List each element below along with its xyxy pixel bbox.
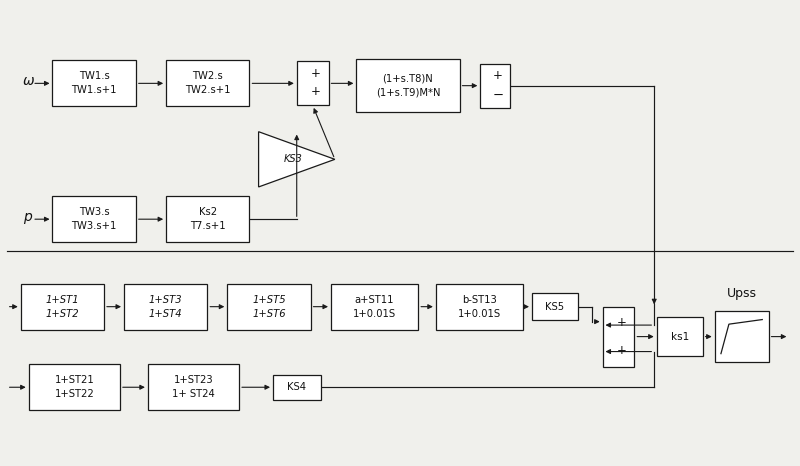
Text: p: p — [22, 210, 31, 224]
Text: 1+ST5
1+ST6: 1+ST5 1+ST6 — [252, 295, 286, 319]
Text: 1+ST23
1+ ST24: 1+ST23 1+ ST24 — [172, 375, 215, 399]
Text: TW1.s
TW1.s+1: TW1.s TW1.s+1 — [71, 71, 117, 96]
Text: +: + — [617, 316, 626, 329]
Polygon shape — [258, 132, 335, 187]
Text: 1+ST3
1+ST4: 1+ST3 1+ST4 — [149, 295, 182, 319]
Text: (1+s.T8)N
(1+s.T9)M*N: (1+s.T8)N (1+s.T9)M*N — [376, 74, 440, 98]
FancyBboxPatch shape — [657, 317, 702, 356]
FancyBboxPatch shape — [356, 59, 459, 112]
Text: +: + — [493, 69, 502, 82]
FancyBboxPatch shape — [331, 284, 418, 329]
Text: ks1: ks1 — [670, 332, 689, 342]
FancyBboxPatch shape — [53, 60, 136, 106]
Text: Upss: Upss — [726, 287, 757, 300]
Text: KS5: KS5 — [546, 302, 565, 312]
Text: 1+ST1
1+ST2: 1+ST1 1+ST2 — [46, 295, 79, 319]
Text: KS4: KS4 — [287, 382, 306, 392]
Text: 1+ST21
1+ST22: 1+ST21 1+ST22 — [54, 375, 94, 399]
FancyBboxPatch shape — [21, 284, 104, 329]
FancyBboxPatch shape — [53, 196, 136, 242]
FancyBboxPatch shape — [480, 64, 510, 108]
Text: +: + — [617, 344, 626, 357]
FancyBboxPatch shape — [436, 284, 523, 329]
Text: TW2.s
TW2.s+1: TW2.s TW2.s+1 — [185, 71, 230, 96]
Text: ω: ω — [22, 74, 34, 88]
Text: TW3.s
TW3.s+1: TW3.s TW3.s+1 — [71, 207, 117, 231]
Text: b-ST13
1+0.01S: b-ST13 1+0.01S — [458, 295, 501, 319]
FancyBboxPatch shape — [297, 62, 329, 105]
Text: KS3: KS3 — [283, 154, 302, 164]
Text: Ks2
T7.s+1: Ks2 T7.s+1 — [190, 207, 226, 231]
Text: −: − — [492, 89, 503, 103]
Text: a+ST11
1+0.01S: a+ST11 1+0.01S — [353, 295, 396, 319]
FancyBboxPatch shape — [166, 60, 250, 106]
FancyBboxPatch shape — [227, 284, 310, 329]
Text: +: + — [311, 85, 321, 98]
FancyBboxPatch shape — [714, 311, 769, 362]
FancyBboxPatch shape — [532, 293, 578, 320]
FancyBboxPatch shape — [273, 375, 321, 400]
FancyBboxPatch shape — [29, 364, 120, 410]
FancyBboxPatch shape — [602, 307, 634, 367]
FancyBboxPatch shape — [124, 284, 207, 329]
FancyBboxPatch shape — [166, 196, 250, 242]
Text: +: + — [311, 67, 321, 80]
FancyBboxPatch shape — [148, 364, 239, 410]
